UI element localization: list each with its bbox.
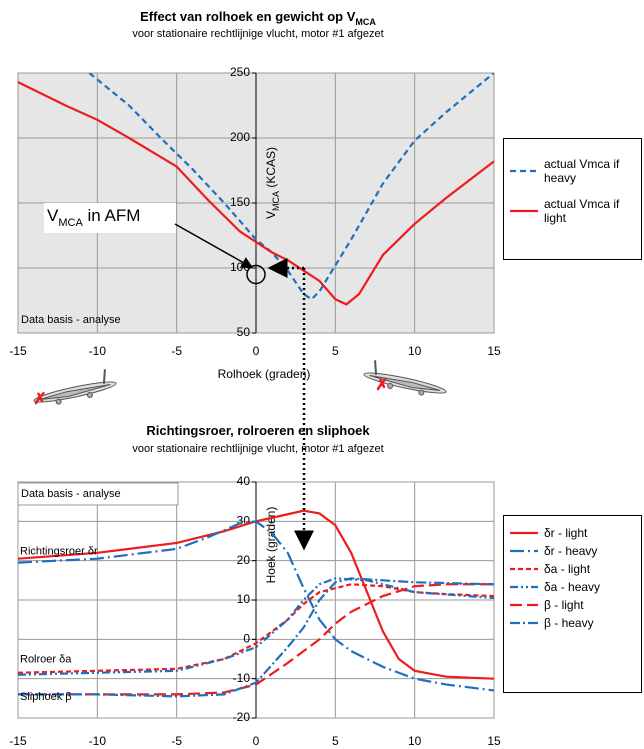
- x-tick-label: -10: [89, 734, 107, 748]
- engine-out-mark: ✗: [33, 391, 46, 408]
- legend: δr - light δr - heavy δa - light δa - heavy…: [503, 515, 642, 693]
- legend-swatch: [510, 209, 538, 213]
- legend-entry: actual Vmca if heavy: [508, 157, 637, 185]
- text-part: (KCAS): [264, 147, 278, 191]
- series-line: [18, 509, 494, 680]
- legend-swatch: [510, 531, 538, 535]
- x-tick-label: 15: [487, 734, 501, 748]
- y-tick-label: 250: [230, 65, 250, 79]
- chart-title: Effect van rolhoek en gewicht op VMCA: [140, 9, 376, 27]
- legend-swatch: [510, 567, 538, 571]
- y-tick-label: 40: [237, 474, 251, 488]
- chart-title: Richtingsroer, rolroeren en sliphoek: [146, 423, 370, 438]
- legend-swatch: [510, 169, 538, 173]
- legend-entry: β - heavy: [508, 616, 637, 630]
- legend-entry: δr - light: [508, 526, 637, 540]
- text-part: in AFM: [83, 206, 141, 225]
- legend-entry: actual Vmca if light: [508, 197, 637, 225]
- legend-label: δr - light: [544, 526, 588, 540]
- note-box: [17, 482, 179, 506]
- y-tick-label: 0: [243, 632, 250, 646]
- chart-subtitle: voor stationaire rechtlijnige vlucht, mo…: [132, 443, 383, 455]
- annotation-bg: [44, 203, 176, 233]
- curve-label: Richtingsroer δr: [20, 546, 98, 558]
- text-part: MCA: [58, 217, 83, 229]
- x-tick-label: 10: [408, 734, 422, 748]
- annotation-arrow: [174, 223, 254, 269]
- text-part: V: [47, 206, 59, 225]
- text-part: MCA: [355, 17, 376, 27]
- x-tick-label: 15: [487, 344, 501, 358]
- series-line: [18, 577, 494, 676]
- chart-subtitle: voor stationaire rechtlijnige vlucht, mo…: [132, 28, 383, 40]
- curve-label: Rolroer δa: [20, 654, 72, 666]
- y-tick-label: 150: [230, 195, 250, 209]
- y-tick-label: 10: [237, 592, 251, 606]
- x-tick-label: -15: [9, 344, 27, 358]
- x-tick-label: 10: [408, 344, 422, 358]
- engine-out-mark: ✗: [375, 377, 388, 394]
- x-axis-label: Rolhoek (graden): [218, 367, 311, 381]
- annotation-circle: [246, 264, 266, 285]
- x-tick-label: 0: [253, 344, 260, 358]
- legend-swatch: [510, 603, 538, 607]
- legend: actual Vmca if heavy actual Vmca if light: [503, 138, 642, 260]
- curve-label: Sliphoek β: [20, 691, 72, 703]
- y-tick-label: 50: [237, 325, 251, 339]
- legend-label: actual Vmca if heavy: [544, 157, 620, 185]
- legend-swatch: [510, 621, 538, 625]
- legend-label: δa - light: [544, 562, 591, 576]
- x-tick-label: -15: [9, 734, 27, 748]
- y-tick-label: 200: [230, 130, 250, 144]
- x-tick-label: 0: [253, 734, 260, 748]
- series-line: [18, 81, 494, 306]
- series-line: [18, 583, 494, 674]
- legend-swatch: [510, 549, 538, 553]
- x-tick-label: -10: [89, 344, 107, 358]
- text-part: Richtingsroer, rolroeren en sliphoek: [146, 423, 370, 438]
- x-tick-label: -5: [171, 344, 182, 358]
- text-part: MCA: [271, 191, 281, 211]
- legend-label: β - light: [544, 598, 584, 612]
- series-line: [18, 520, 494, 692]
- legend-label: β - heavy: [544, 616, 594, 630]
- legend-entry: δa - light: [508, 562, 637, 576]
- text-part: V: [264, 211, 278, 219]
- x-tick-label: 5: [332, 344, 339, 358]
- annotation: VMCA in AFM: [47, 206, 140, 228]
- legend-label: δr - heavy: [544, 544, 598, 558]
- text-part: Effect van rolhoek en gewicht op V: [140, 9, 356, 24]
- y-tick-label: -10: [233, 671, 251, 685]
- y-axis-label: VMCA (KCAS): [264, 147, 281, 219]
- legend-entry: δr - heavy: [508, 544, 637, 558]
- legend-entry: β - light: [508, 598, 637, 612]
- y-tick-label: 20: [237, 553, 251, 567]
- legend-label: δa - heavy: [544, 580, 601, 594]
- legend-swatch: [510, 585, 538, 589]
- airplane-right: [363, 360, 447, 396]
- note: Data basis - analyse: [21, 488, 121, 500]
- series-line: [18, 583, 494, 696]
- y-axis-label: Hoek (graden): [264, 507, 278, 584]
- series-line: [18, 577, 494, 698]
- series-line: [88, 73, 494, 301]
- airplane-left: [33, 369, 117, 405]
- legend-label: actual Vmca if light: [544, 197, 620, 225]
- y-tick-label: -20: [233, 710, 251, 724]
- x-tick-label: -5: [171, 734, 182, 748]
- x-tick-label: 5: [332, 734, 339, 748]
- note: Data basis - analyse: [21, 314, 121, 326]
- legend-entry: δa - heavy: [508, 580, 637, 594]
